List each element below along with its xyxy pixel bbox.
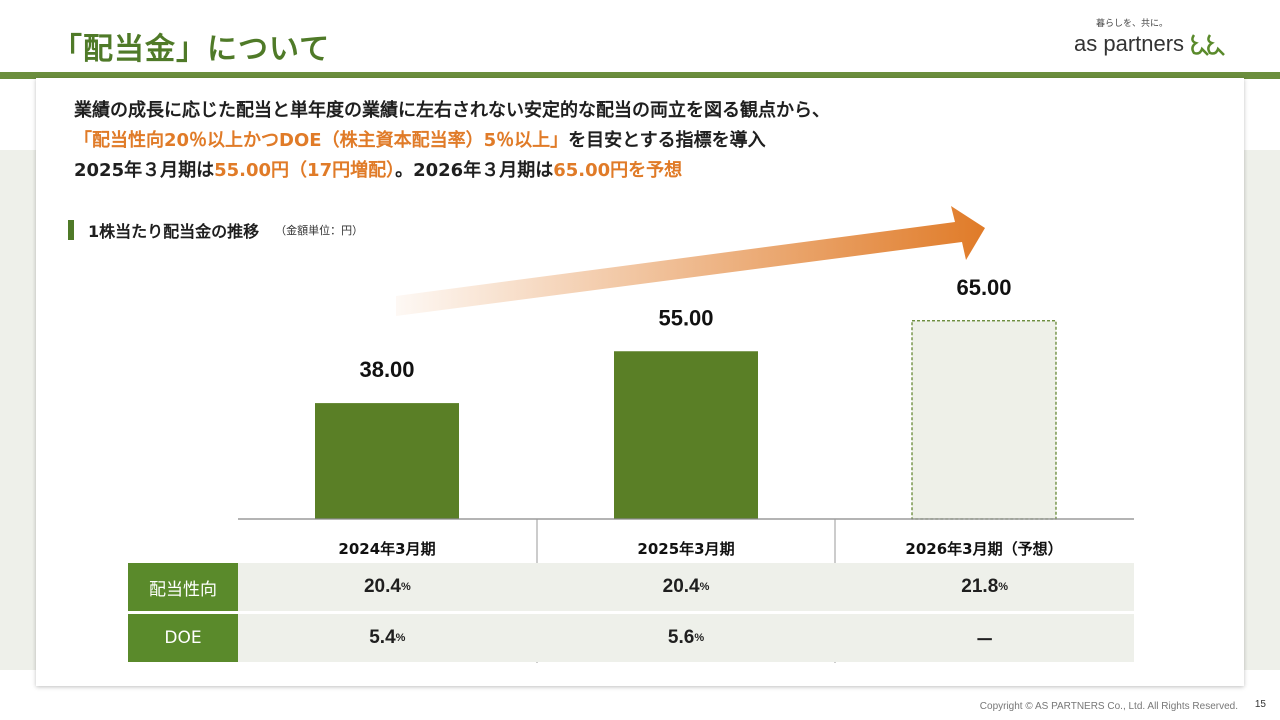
bar-forecast [911, 320, 1057, 520]
growth-arrow [396, 206, 985, 316]
page-title: 「配当金」について [52, 32, 331, 67]
category-label: 2024年3月期 [338, 540, 435, 558]
category-label: 2025年3月期 [637, 540, 734, 558]
data-label: 55.00 [658, 305, 713, 330]
cell-value: 20.4 [363, 576, 401, 597]
lead-highlight-2025: 55.00円（17円増配） [214, 160, 396, 181]
table-row-doe: DOE 5.4% 5.6% － [128, 614, 1135, 662]
table-cell: 20.4% [238, 563, 537, 611]
data-label: 65.00 [956, 275, 1011, 300]
bar [614, 351, 758, 519]
lead-text: 業績の成長に応じた配当と単年度の業績に左右されない安定的な配当の両立を図る観点か… [74, 96, 830, 186]
section-unit: （金額単位：円） [275, 224, 364, 237]
cell-unit: % [699, 581, 710, 593]
cell-value: 5.4 [369, 627, 396, 648]
cell-unit: % [395, 632, 406, 644]
lead-line-2-rest: を目安とする指標を導入 [568, 130, 766, 151]
lead-line-3-part-2: 。2026年３月期は [395, 160, 554, 181]
lead-line-3: 2025年３月期は55.00円（17円増配）。2026年３月期は65.00円を予… [74, 156, 830, 186]
table-row-payout-ratio: 配当性向 20.4% 20.4% 21.8% [128, 563, 1135, 611]
lead-line-2: 「配当性向20％以上かつDOE（株主資本配当率）5％以上」を目安とする指標を導入 [74, 126, 830, 156]
cell-unit: % [998, 581, 1009, 593]
title-rule [0, 72, 1280, 79]
table-cell: － [835, 614, 1135, 662]
cell-value: 21.8 [961, 576, 999, 597]
row-header-doe: DOE [128, 614, 238, 662]
category-label: 2026年3月期（予想） [905, 540, 1062, 558]
table-cell: 5.4% [238, 614, 537, 662]
section-heading: 1株当たり配当金の推移 （金額単位：円） [68, 218, 363, 242]
cell-unit: % [694, 632, 705, 644]
bar [315, 403, 459, 519]
brand-tagline: 暮らしを、共に。 [1096, 19, 1169, 29]
brand-mark-icon [1191, 34, 1225, 56]
lead-line-3-part-1: 2025年３月期は [74, 160, 215, 181]
cell-unit: % [400, 581, 411, 593]
cell-value: － [975, 629, 995, 651]
table-cell: 21.8% [835, 563, 1135, 611]
ratio-table: 配当性向 20.4% 20.4% 21.8% DOE 5.4% 5.6% － [128, 563, 1135, 663]
cell-value: 20.4 [662, 576, 700, 597]
lead-highlight-2026: 65.00円を予想 [553, 160, 683, 181]
lead-line-1: 業績の成長に応じた配当と単年度の業績に左右されない安定的な配当の両立を図る観点か… [74, 100, 830, 121]
brand-name: as partners [1074, 31, 1185, 56]
table-cell: 5.6% [536, 614, 836, 662]
row-separator [128, 611, 1134, 614]
copyright: Copyright © AS PARTNERS Co., Ltd. All Ri… [979, 701, 1238, 712]
cell-value: 5.6 [667, 627, 695, 648]
brand-logo: 暮らしを、共に。 as partners [1074, 16, 1244, 57]
section-marker [68, 220, 74, 240]
row-header-payout-ratio: 配当性向 [128, 563, 238, 611]
page-number: 15 [1254, 699, 1266, 710]
lead-highlight-policy: 「配当性向20％以上かつDOE（株主資本配当率）5％以上」 [74, 130, 569, 151]
section-title: 1株当たり配当金の推移 [88, 222, 260, 241]
data-label: 38.00 [359, 357, 414, 382]
table-cell: 20.4% [536, 563, 836, 611]
